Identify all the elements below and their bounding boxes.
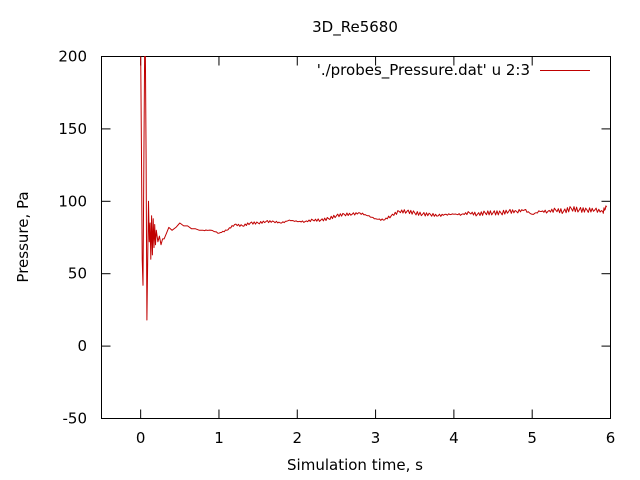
y-tick-label: -50	[63, 410, 88, 428]
pressure-series-line	[140, 56, 608, 321]
chart-title: 3D_Re5680	[312, 18, 398, 37]
legend: './probes_Pressure.dat' u 2:3	[317, 61, 590, 80]
y-tick-label: 100	[58, 192, 87, 210]
y-tick-label: 150	[58, 120, 87, 138]
y-tick-label: 0	[77, 337, 87, 355]
x-tick-label: 0	[136, 429, 146, 447]
x-tick-label: 1	[214, 429, 224, 447]
x-tick-label: 5	[527, 429, 537, 447]
plot-frame	[101, 56, 611, 419]
x-axis-label: Simulation time, s	[287, 456, 423, 474]
y-tick-label: 50	[68, 265, 87, 283]
x-tick-label: 4	[449, 429, 459, 447]
y-axis-label: Pressure, Pa	[14, 191, 32, 282]
x-tick-label: 6	[606, 429, 616, 447]
x-tick-label: 2	[292, 429, 302, 447]
y-tick-label: 200	[58, 48, 87, 66]
x-tick-label: 3	[371, 429, 381, 447]
legend-label: './probes_Pressure.dat' u 2:3	[317, 61, 530, 80]
